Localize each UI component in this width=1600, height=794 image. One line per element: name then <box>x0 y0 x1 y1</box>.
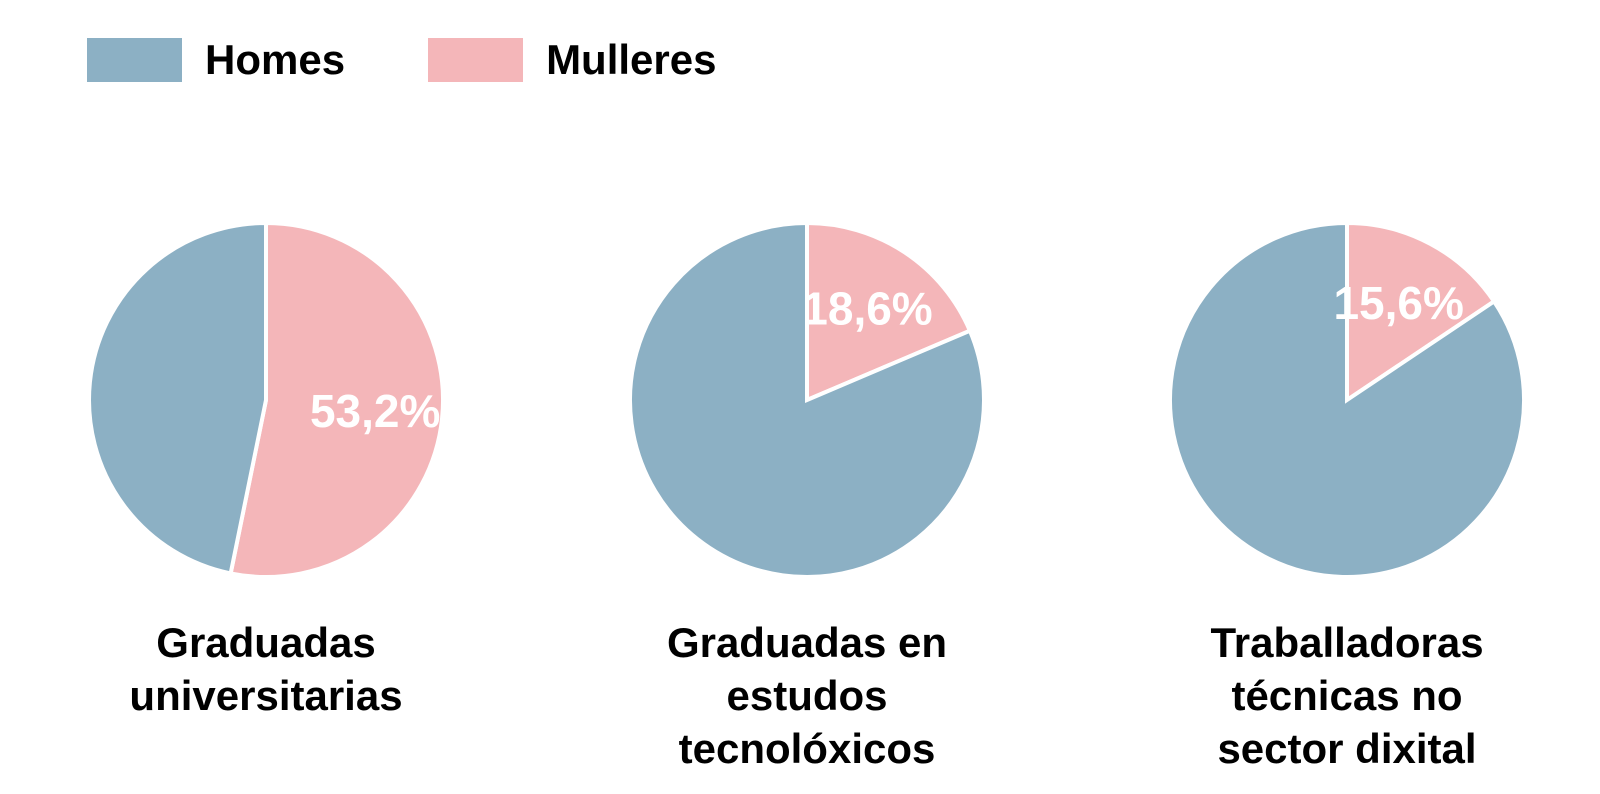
caption-line: estudos <box>726 672 888 719</box>
legend: Homes Mulleres <box>87 36 716 84</box>
pie-caption: Graduadas en estudos tecnolóxicos <box>597 616 1017 775</box>
pie-chart-svg: 18,6% <box>628 220 986 579</box>
pie-chart-traballadoras-tecnicas-sector-dixital: 15,6% <box>1157 210 1537 590</box>
caption-line: técnicas no <box>1231 672 1463 719</box>
pie-chart-svg: 53,2% <box>87 220 445 579</box>
legend-swatch-mulleres <box>428 38 524 82</box>
pie-value-label: 18,6% <box>802 283 932 335</box>
pie-slice-mulleres <box>1345 220 1497 404</box>
pie-value-label: 15,6% <box>1333 277 1463 329</box>
pie-slice-homes <box>628 220 986 579</box>
pie-caption: Traballadoras técnicas no sector dixital <box>1137 616 1557 775</box>
legend-item-mulleres: Mulleres <box>428 36 716 84</box>
caption-line: Graduadas en <box>666 619 948 666</box>
pie-figure-graduadas-estudos-tecnoloxicos: 18,6% Graduadas en estudos tecnolóxicos <box>597 210 1017 775</box>
legend-label-mulleres: Mulleres <box>546 36 717 83</box>
pie-chart-graduadas-estudos-tecnoloxicos: 18,6% <box>617 210 997 590</box>
caption-line: Graduadas <box>156 619 376 666</box>
caption-line: tecnolóxicos <box>678 725 936 772</box>
caption-line: universitarias <box>129 672 403 719</box>
pie-chart-graduadas-universitarias: 53,2% <box>76 210 456 590</box>
pie-slice-mulleres <box>228 220 445 579</box>
pie-slice-homes <box>1168 220 1526 579</box>
pie-chart-svg: 15,6% <box>1168 220 1526 579</box>
pie-figure-graduadas-universitarias: 53,2% Graduadas universitarias <box>56 210 476 722</box>
legend-label-homes: Homes <box>205 36 346 83</box>
pie-caption: Graduadas universitarias <box>56 616 476 722</box>
caption-line: sector dixital <box>1217 725 1477 772</box>
legend-item-homes: Homes <box>87 36 345 84</box>
pie-slice-homes <box>87 220 268 576</box>
pie-value-label: 53,2% <box>310 385 440 437</box>
legend-swatch-homes <box>87 38 182 82</box>
caption-line: Traballadoras <box>1210 619 1484 666</box>
pie-figure-traballadoras-tecnicas-sector-dixital: 15,6% Traballadoras técnicas no sector d… <box>1137 210 1557 775</box>
pie-slice-mulleres <box>805 220 973 404</box>
